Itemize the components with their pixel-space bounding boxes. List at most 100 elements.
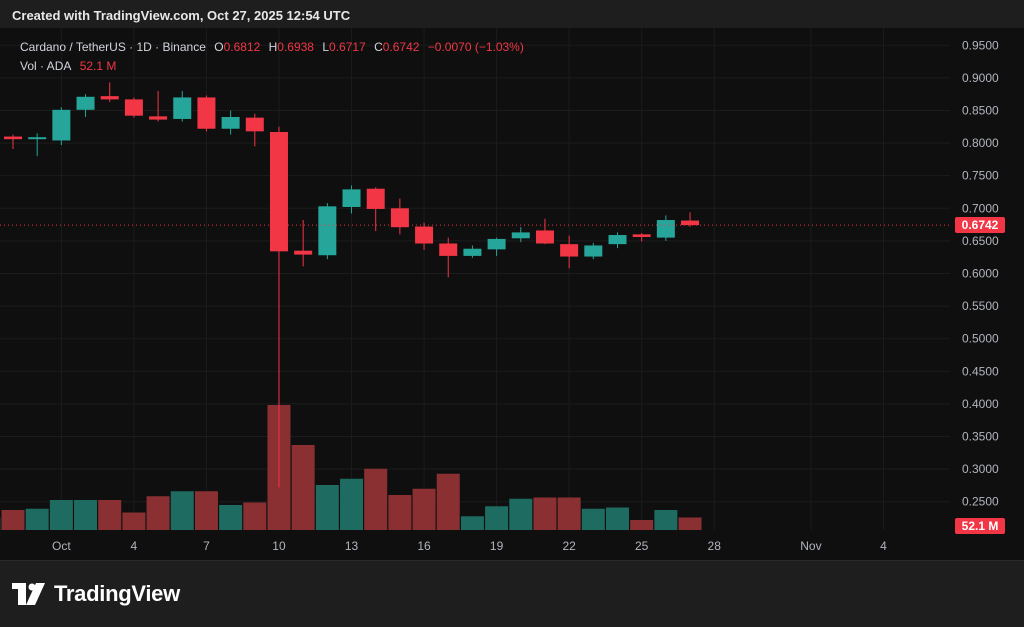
time-tick-label: 4	[880, 539, 887, 553]
price-tick-label: 0.8500	[962, 103, 999, 117]
volume-bar	[340, 478, 364, 530]
candle-body	[197, 97, 216, 129]
legend-volume-value: 52.1 M	[79, 59, 117, 73]
brand-name: TradingView	[54, 581, 180, 606]
time-tick-label: 22	[562, 539, 576, 553]
price-tick-label: 0.5500	[962, 299, 999, 313]
time-tick-label: 25	[635, 539, 649, 553]
legend-close-value: 0.6742	[382, 40, 420, 54]
legend-volume-label: Vol · ADA	[20, 59, 72, 73]
time-tick-label: Oct	[52, 539, 71, 553]
legend-volume-row: Vol · ADA 52.1 M	[20, 57, 524, 76]
candle-body	[656, 220, 675, 238]
candle-body	[52, 109, 71, 141]
candle-body	[608, 235, 627, 245]
candle-body	[173, 97, 192, 119]
footer: TradingView	[0, 561, 1024, 627]
candle-body	[439, 243, 458, 256]
legend-change-value: −0.0070 (−1.03%)	[427, 40, 524, 54]
volume-bar	[460, 516, 484, 530]
candle-body	[535, 230, 554, 244]
candle-body	[245, 117, 264, 132]
price-tick-label: 0.5000	[962, 332, 999, 346]
chart-legend: Cardano / TetherUS · 1D · Binance O0.681…	[20, 38, 524, 76]
time-tick-label: 4	[131, 539, 138, 553]
tradingview-logo-icon	[12, 583, 45, 605]
volume-bar	[194, 491, 218, 530]
volume-bar	[388, 495, 412, 530]
time-tick-label: 10	[272, 539, 286, 553]
legend-low-label: L	[322, 40, 330, 54]
candle-body	[584, 245, 603, 257]
legend-high-value: 0.6938	[277, 40, 314, 54]
candle-body	[632, 234, 651, 237]
price-tick-label: 0.7500	[962, 169, 999, 183]
candle-body	[390, 208, 409, 228]
price-tick-label: 0.8000	[962, 136, 999, 150]
volume-bar	[606, 507, 629, 530]
candle-body	[28, 137, 47, 140]
chart-caption: Created with TradingView.com, Oct 27, 20…	[12, 8, 351, 23]
time-tick-label: 28	[708, 539, 722, 553]
volume-bar	[170, 491, 194, 530]
volume-bar	[98, 500, 122, 530]
volume-bar	[243, 502, 267, 530]
legend-ohlc-row: Cardano / TetherUS · 1D · Binance O0.681…	[20, 38, 524, 57]
candle-body	[366, 188, 385, 209]
volume-bar	[122, 512, 146, 530]
candle-body	[100, 96, 119, 100]
volume-bar	[533, 497, 557, 530]
candle-body	[342, 189, 361, 207]
grid-lines	[0, 28, 950, 530]
volume-bar	[49, 500, 73, 530]
legend-low-value: 0.6717	[329, 40, 366, 54]
candle-body	[681, 220, 700, 226]
legend-open-value: 0.6812	[223, 40, 261, 54]
volume-bar	[291, 445, 315, 530]
price-tick-label: 0.7000	[962, 201, 999, 215]
volume-bar	[509, 498, 533, 530]
tradingview-logo[interactable]: TradingView	[12, 581, 180, 607]
candle-body	[560, 244, 579, 257]
price-tick-label: 0.9500	[962, 38, 999, 52]
candlestick-chart[interactable]: 0.9500 0.9000 0.8500 0.8000 0.7500 0.7000 0.65…	[0, 28, 1024, 560]
price-axis: 0.9500 0.9000 0.8500 0.8000 0.7500 0.7000 0.65…	[962, 38, 999, 508]
candle-body	[294, 250, 313, 255]
time-axis: 8Oct4710131619222528Nov4	[52, 539, 887, 553]
volume-bar	[678, 517, 702, 530]
time-tick-label: 7	[203, 539, 210, 553]
volume-bars	[0, 405, 702, 530]
candle-body	[124, 99, 143, 116]
price-tick-label: 0.6000	[962, 267, 999, 281]
volume-bar	[25, 508, 49, 530]
legend-symbol: Cardano / TetherUS · 1D · Binance	[20, 40, 206, 54]
candle-body	[318, 206, 337, 256]
volume-bar	[412, 488, 436, 530]
time-tick-label: Nov	[800, 539, 821, 553]
volume-bar	[146, 496, 170, 530]
price-tick-label: 0.9000	[962, 71, 999, 85]
last-volume-tag: 52.1 M	[955, 518, 1005, 534]
volume-bar	[364, 468, 388, 530]
candle-body	[76, 96, 95, 110]
volume-bar	[654, 510, 678, 530]
price-tick-label: 0.3000	[962, 462, 999, 476]
candle-body	[269, 131, 288, 252]
candle-body	[487, 238, 506, 250]
last-price-tag: 0.6742	[955, 217, 1005, 234]
price-tick-label: 0.4500	[962, 364, 999, 378]
volume-bar	[219, 505, 243, 530]
time-tick-label: 19	[490, 539, 504, 553]
candle-body	[511, 232, 530, 239]
volume-bar	[1, 510, 25, 530]
price-tick-label: 0.4000	[962, 397, 999, 411]
candle-body	[149, 116, 168, 120]
chart-area[interactable]: 0.9500 0.9000 0.8500 0.8000 0.7500 0.7000 0.65…	[0, 28, 1024, 561]
candle-body	[4, 136, 22, 140]
legend-close-label: C	[374, 40, 383, 54]
candle-body	[221, 116, 240, 129]
price-tick-label: 0.6500	[962, 234, 999, 248]
time-tick-label: 13	[345, 539, 359, 553]
legend-open-label: O	[214, 40, 224, 54]
candles	[4, 82, 700, 488]
